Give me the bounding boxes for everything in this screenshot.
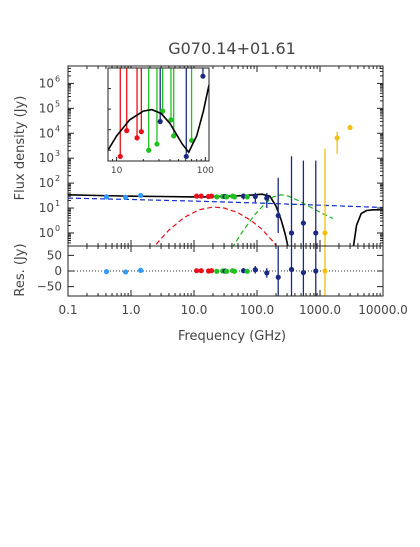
main-data-point [347, 124, 353, 131]
inset-data-point [157, 118, 163, 125]
residual-data-point [252, 267, 258, 273]
residual-y-tick-label: 50 [47, 248, 62, 262]
inset-data-point [146, 147, 152, 153]
x-tick-label: 1000.0 [299, 303, 341, 317]
main-data-point [313, 230, 319, 236]
main-data-point [288, 230, 295, 236]
residual-data-point [122, 269, 129, 275]
residual-panel: 50 0 −50 0.1 1.0 10.0 100.0 1000.0 10000.0 [37, 245, 408, 317]
main-model-curve [232, 194, 334, 246]
chart-title: G070.14+01.61 [168, 39, 296, 58]
inset-data-point [124, 128, 130, 134]
inset-x-tick-label: 100 [197, 166, 214, 176]
main-y-tick-label: 10 [39, 151, 54, 165]
x-tick-label: 10.0 [181, 303, 208, 317]
main-y-tick-exponent: 4 [55, 124, 60, 133]
main-data-point [231, 194, 238, 200]
residual-data-point [322, 268, 328, 274]
main-data-point [194, 193, 200, 199]
main-y-tick-label: 10 [39, 176, 54, 190]
x-tick-label: 10000.0 [358, 303, 408, 317]
main-data-point [208, 193, 215, 199]
main-y-tick-exponent: 0 [55, 224, 60, 233]
residual-data-point [103, 269, 110, 275]
main-data-point [322, 230, 328, 236]
inset-x-tick-label: 10 [111, 166, 123, 176]
residual-data-point [244, 268, 250, 274]
residual-data-point [288, 266, 295, 273]
main-data-point [122, 194, 129, 200]
residual-data-point [194, 268, 200, 274]
x-tick-label: 0.1 [58, 303, 77, 317]
inset-data-point [154, 141, 160, 147]
residual-data-point [137, 267, 144, 273]
residual-y-axis-label: Res. (Jy) [13, 243, 28, 296]
main-y-tick-label: 10 [39, 76, 54, 90]
main-y-tick-label: 10 [39, 201, 54, 215]
x-tick-label: 100.0 [240, 303, 274, 317]
residual-data-point [224, 268, 230, 274]
main-data-point [264, 195, 270, 201]
residual-data-point [275, 274, 281, 280]
main-y-tick-exponent: 2 [55, 174, 60, 183]
residual-data-point [214, 268, 220, 274]
main-model-curve [155, 206, 278, 246]
residual-data-point [264, 270, 270, 276]
inset-data-point [188, 137, 195, 144]
inset-data-point [171, 133, 177, 139]
residual-data-point [300, 269, 306, 276]
inset-data-point [160, 108, 166, 114]
residual-data-point [208, 268, 215, 274]
inset-data-point [117, 153, 123, 160]
residual-y-tick-label: 0 [54, 264, 62, 278]
main-data-point [214, 194, 220, 200]
main-data-point [103, 194, 110, 200]
y-axis-label: Flux density (Jy) [13, 96, 28, 201]
main-y-tick-exponent: 6 [55, 74, 60, 83]
main-data-point [224, 194, 230, 200]
residual-data-point [198, 268, 204, 274]
main-y-tick-exponent: 5 [55, 99, 60, 108]
main-data-point [275, 212, 281, 219]
main-data-point [252, 193, 258, 200]
residual-data-point [231, 268, 238, 274]
inset-data-point [200, 73, 206, 79]
inset-data-point [134, 135, 140, 141]
inset-data-point [168, 117, 174, 123]
x-axis-label: Frequency (GHz) [178, 329, 286, 344]
residual-data-point [313, 268, 319, 274]
main-model-curve [68, 197, 383, 209]
inset-background [108, 68, 209, 161]
main-y-tick-label: 10 [39, 226, 54, 240]
x-tick-label: 1.0 [121, 303, 140, 317]
main-y-tick-exponent: 1 [55, 199, 60, 208]
residual-y-tick-label: −50 [37, 280, 62, 294]
main-data-point [244, 194, 250, 200]
main-data-point [334, 135, 340, 141]
inset-data-point [138, 129, 144, 135]
main-y-tick-exponent: 3 [55, 149, 60, 158]
inset-data-point [183, 153, 189, 160]
main-model-curve [352, 209, 383, 246]
main-y-tick-label: 10 [39, 126, 54, 140]
inset-panel: 10 100 [107, 67, 214, 176]
main-y-tick-label: 10 [39, 101, 54, 115]
main-data-point [137, 192, 144, 199]
inset-model-curve [108, 84, 209, 154]
main-data-point [198, 193, 204, 199]
main-data-point [300, 220, 306, 226]
